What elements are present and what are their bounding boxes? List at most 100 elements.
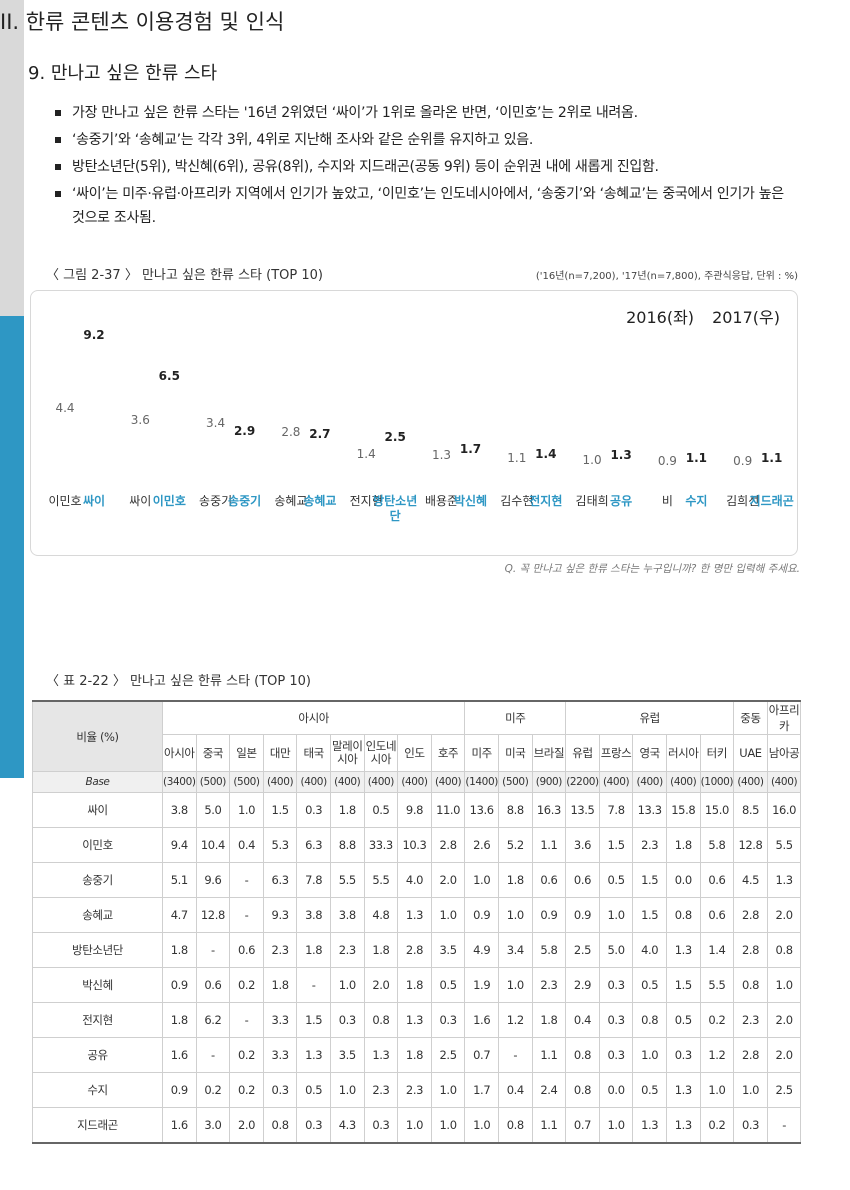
value-label: 3.6 — [130, 413, 150, 428]
data-cell: 8.8 — [329, 827, 365, 863]
data-cell: 5.0 — [195, 792, 231, 828]
data-cell: 3.3 — [262, 1002, 298, 1038]
value-label: 6.5 — [158, 369, 180, 384]
data-cell: - — [195, 1037, 231, 1073]
base-cell: (400) — [296, 771, 331, 793]
data-cell: 0.8 — [665, 897, 701, 933]
data-cell: 0.3 — [363, 1107, 399, 1144]
data-row: 전지현 1.8 6.2-3.3 1.5 0.3 0.8 1.3 0.3 1.6 1.2 1.8 0.4… — [32, 1002, 802, 1038]
data-cell: 6.2 — [195, 1002, 231, 1038]
category-label: 방탄소년단 — [373, 494, 418, 523]
bullet-item: 방탄소년단(5위), 박신혜(6위), 공유(8위), 수지와 지드래곤(공동 … — [55, 155, 800, 179]
data-cell: 3.8 — [162, 792, 197, 828]
category-label: 싸이 — [82, 494, 106, 508]
figure-note: ('16년(n=7,200), '17년(n=7,800), 주관식응답, 단위… — [535, 271, 798, 282]
data-row: 박신혜 0.9 0.6 0.2 1.8-1.0 2.0 1.8 0.5 1.9 1.0 2.3 2.9… — [32, 967, 802, 1003]
data-cell: 2.3 — [363, 1072, 399, 1108]
data-cell: 0.3 — [262, 1072, 298, 1108]
data-cell: 2.0 — [363, 967, 399, 1003]
data-cell: 4.0 — [397, 862, 432, 898]
data-row: 방탄소년단 1.8-0.6 2.3 1.8 2.3 1.8 2.8 3.5 4.9 3.4 5.8 2… — [32, 932, 802, 968]
data-cell: 2.3 — [733, 1002, 768, 1038]
data-cell: 1.0 — [699, 1072, 735, 1108]
row-label: 공유 — [32, 1037, 163, 1073]
data-cell: 1.8 — [665, 827, 701, 863]
data-cell: 1.6 — [464, 1002, 499, 1038]
data-cell: 13.5 — [565, 792, 600, 828]
data-row: 공유 1.6-0.2 3.3 1.3 3.5 1.3 1.8 2.5 0.7-1.1 0.8 0.3… — [32, 1037, 802, 1073]
bullet-item: ‘송중기’와 ‘송혜교’는 각각 3위, 4위로 지난해 조사와 같은 순위를 … — [55, 128, 800, 152]
data-cell: 0.9 — [531, 897, 567, 933]
data-cell: 0.6 — [565, 862, 600, 898]
base-row: Base (3400) (500) (500) (400) (400) (400) (400)… — [32, 771, 802, 793]
data-cell: 1.2 — [699, 1037, 735, 1073]
base-cell: (500) — [497, 771, 533, 793]
bullet-list: 가장 만나고 싶은 한류 스타는 '16년 2위였던 ‘싸이’가 1위로 올라온… — [55, 101, 800, 233]
data-cell: 5.5 — [329, 862, 365, 898]
category-label: 지드래곤 — [749, 494, 794, 508]
data-cell: 1.5 — [598, 827, 634, 863]
data-cell: 3.3 — [262, 1037, 298, 1073]
value-label: 1.0 — [582, 452, 602, 467]
data-cell: 0.6 — [531, 862, 567, 898]
data-row: 송혜교 4.7 12.8-9.3 3.8 3.8 4.8 1.3 1.0 0.9 1.0 0.9 0.… — [32, 897, 802, 933]
data-cell: 12.8 — [733, 827, 768, 863]
data-cell: 15.8 — [665, 792, 701, 828]
data-cell: 3.8 — [329, 897, 365, 933]
data-cell: 0.3 — [296, 1107, 331, 1144]
data-cell: 0.8 — [262, 1107, 298, 1144]
base-cell: (2200) — [565, 771, 600, 793]
data-cell: 1.8 — [397, 967, 432, 1003]
legend-label: 2016(좌) — [626, 308, 695, 327]
column-header: 인도 — [397, 734, 432, 772]
group-header: 유럽 — [565, 700, 735, 735]
data-cell: 4.8 — [363, 897, 399, 933]
category-label: 이민호 — [152, 494, 186, 508]
chart-frame — [30, 290, 798, 556]
base-cell: (400) — [363, 771, 399, 793]
base-cell: (400) — [665, 771, 701, 793]
data-cell: 0.8 — [632, 1002, 667, 1038]
data-cell: 1.8 — [162, 1002, 197, 1038]
data-cell: 2.4 — [531, 1072, 567, 1108]
group-header: 중동 — [733, 700, 768, 735]
data-cell: 1.5 — [665, 967, 701, 1003]
value-label: 1.4 — [356, 446, 376, 461]
data-row: 수지 0.9 0.2 0.2 0.3 0.5 1.0 2.3 2.3 1.0 1.7 0.4 2.4 0.… — [32, 1072, 802, 1108]
column-header: 태국 — [296, 734, 331, 772]
bullet-item: ‘싸이’는 미주·유럽·아프리카 지역에서 인기가 높았고, ‘이민호’는 인도… — [55, 182, 800, 230]
row-label: 송중기 — [32, 862, 163, 898]
column-header: 러시아 — [665, 734, 701, 772]
column-header: 미주 — [464, 734, 499, 772]
data-cell: 3.5 — [329, 1037, 365, 1073]
data-cell: 0.4 — [497, 1072, 533, 1108]
base-cell: (400) — [262, 771, 298, 793]
data-cell: 7.8 — [296, 862, 331, 898]
base-cell: (400) — [329, 771, 365, 793]
bar — [0, 66, 24, 122]
value-label: 3.4 — [206, 416, 226, 431]
data-cell: 1.3 — [397, 1002, 432, 1038]
bar — [0, 288, 24, 303]
data-cell: 1.8 — [363, 932, 399, 968]
base-cell: (1000) — [699, 771, 735, 793]
data-cell: 0.2 — [699, 1002, 735, 1038]
data-cell: 1.3 — [296, 1037, 331, 1073]
data-cell: 0.5 — [598, 862, 634, 898]
category-label: 전지현 — [529, 494, 563, 508]
data-cell: 0.2 — [229, 967, 264, 1003]
data-cell: 0.3 — [733, 1107, 768, 1144]
data-cell: 1.6 — [162, 1037, 197, 1073]
base-cell: (400) — [598, 771, 634, 793]
data-cell: 2.5 — [766, 1072, 802, 1108]
column-header: 인도네시아 — [363, 734, 399, 772]
data-cell: 1.8 — [397, 1037, 432, 1073]
row-label: 수지 — [32, 1072, 163, 1108]
bar — [0, 724, 24, 745]
data-cell: 2.9 — [565, 967, 600, 1003]
data-cell: 0.3 — [598, 1002, 634, 1038]
data-cell: 1.5 — [262, 792, 298, 828]
data-cell: 0.5 — [632, 1072, 667, 1108]
data-cell: 0.5 — [363, 792, 399, 828]
data-cell: 1.0 — [229, 792, 264, 828]
